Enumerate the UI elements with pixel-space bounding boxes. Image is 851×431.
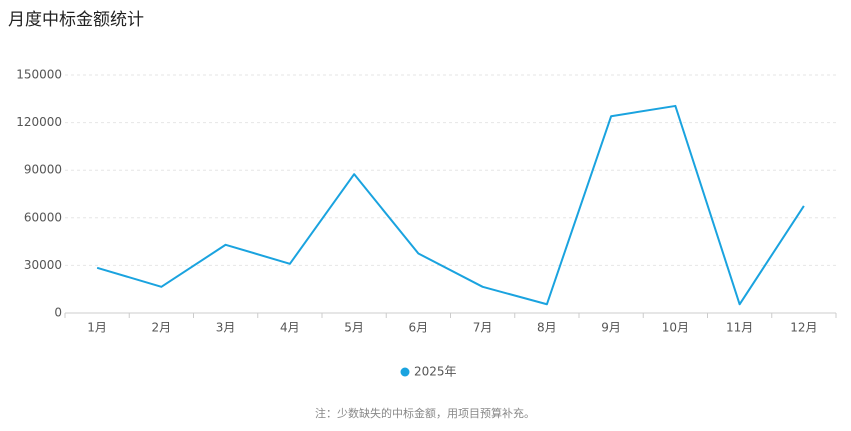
x-tick-label: 1月	[87, 321, 107, 335]
legend-label: 2025年	[414, 365, 457, 379]
y-tick-label: 30000	[24, 258, 62, 272]
x-tick-label: 2月	[152, 321, 172, 335]
chart-note: 注：少数缺失的中标金额，用项目预算补充。	[315, 406, 535, 420]
x-tick-label: 12月	[790, 321, 817, 335]
line	[96, 104, 805, 306]
y-tick-label: 150000	[16, 68, 62, 82]
x-tick-label: 7月	[473, 321, 493, 335]
legend-marker	[400, 367, 410, 377]
x-tick-label: 11月	[726, 321, 753, 335]
x-tick-label: 6月	[409, 321, 429, 335]
y-tick-label: 0	[54, 306, 62, 320]
x-tick-label: 9月	[601, 321, 621, 335]
y-tick-label: 120000	[16, 115, 62, 129]
chart-title: 月度中标金额统计	[8, 10, 144, 30]
x-tick-label: 8月	[537, 321, 557, 335]
x-tick-label: 10月	[662, 321, 689, 335]
x-tick-label: 3月	[216, 321, 236, 335]
y-tick-label: 90000	[24, 163, 62, 177]
x-tick-label: 4月	[280, 321, 300, 335]
y-tick-label: 60000	[24, 210, 62, 224]
x-tick-label: 5月	[344, 321, 364, 335]
